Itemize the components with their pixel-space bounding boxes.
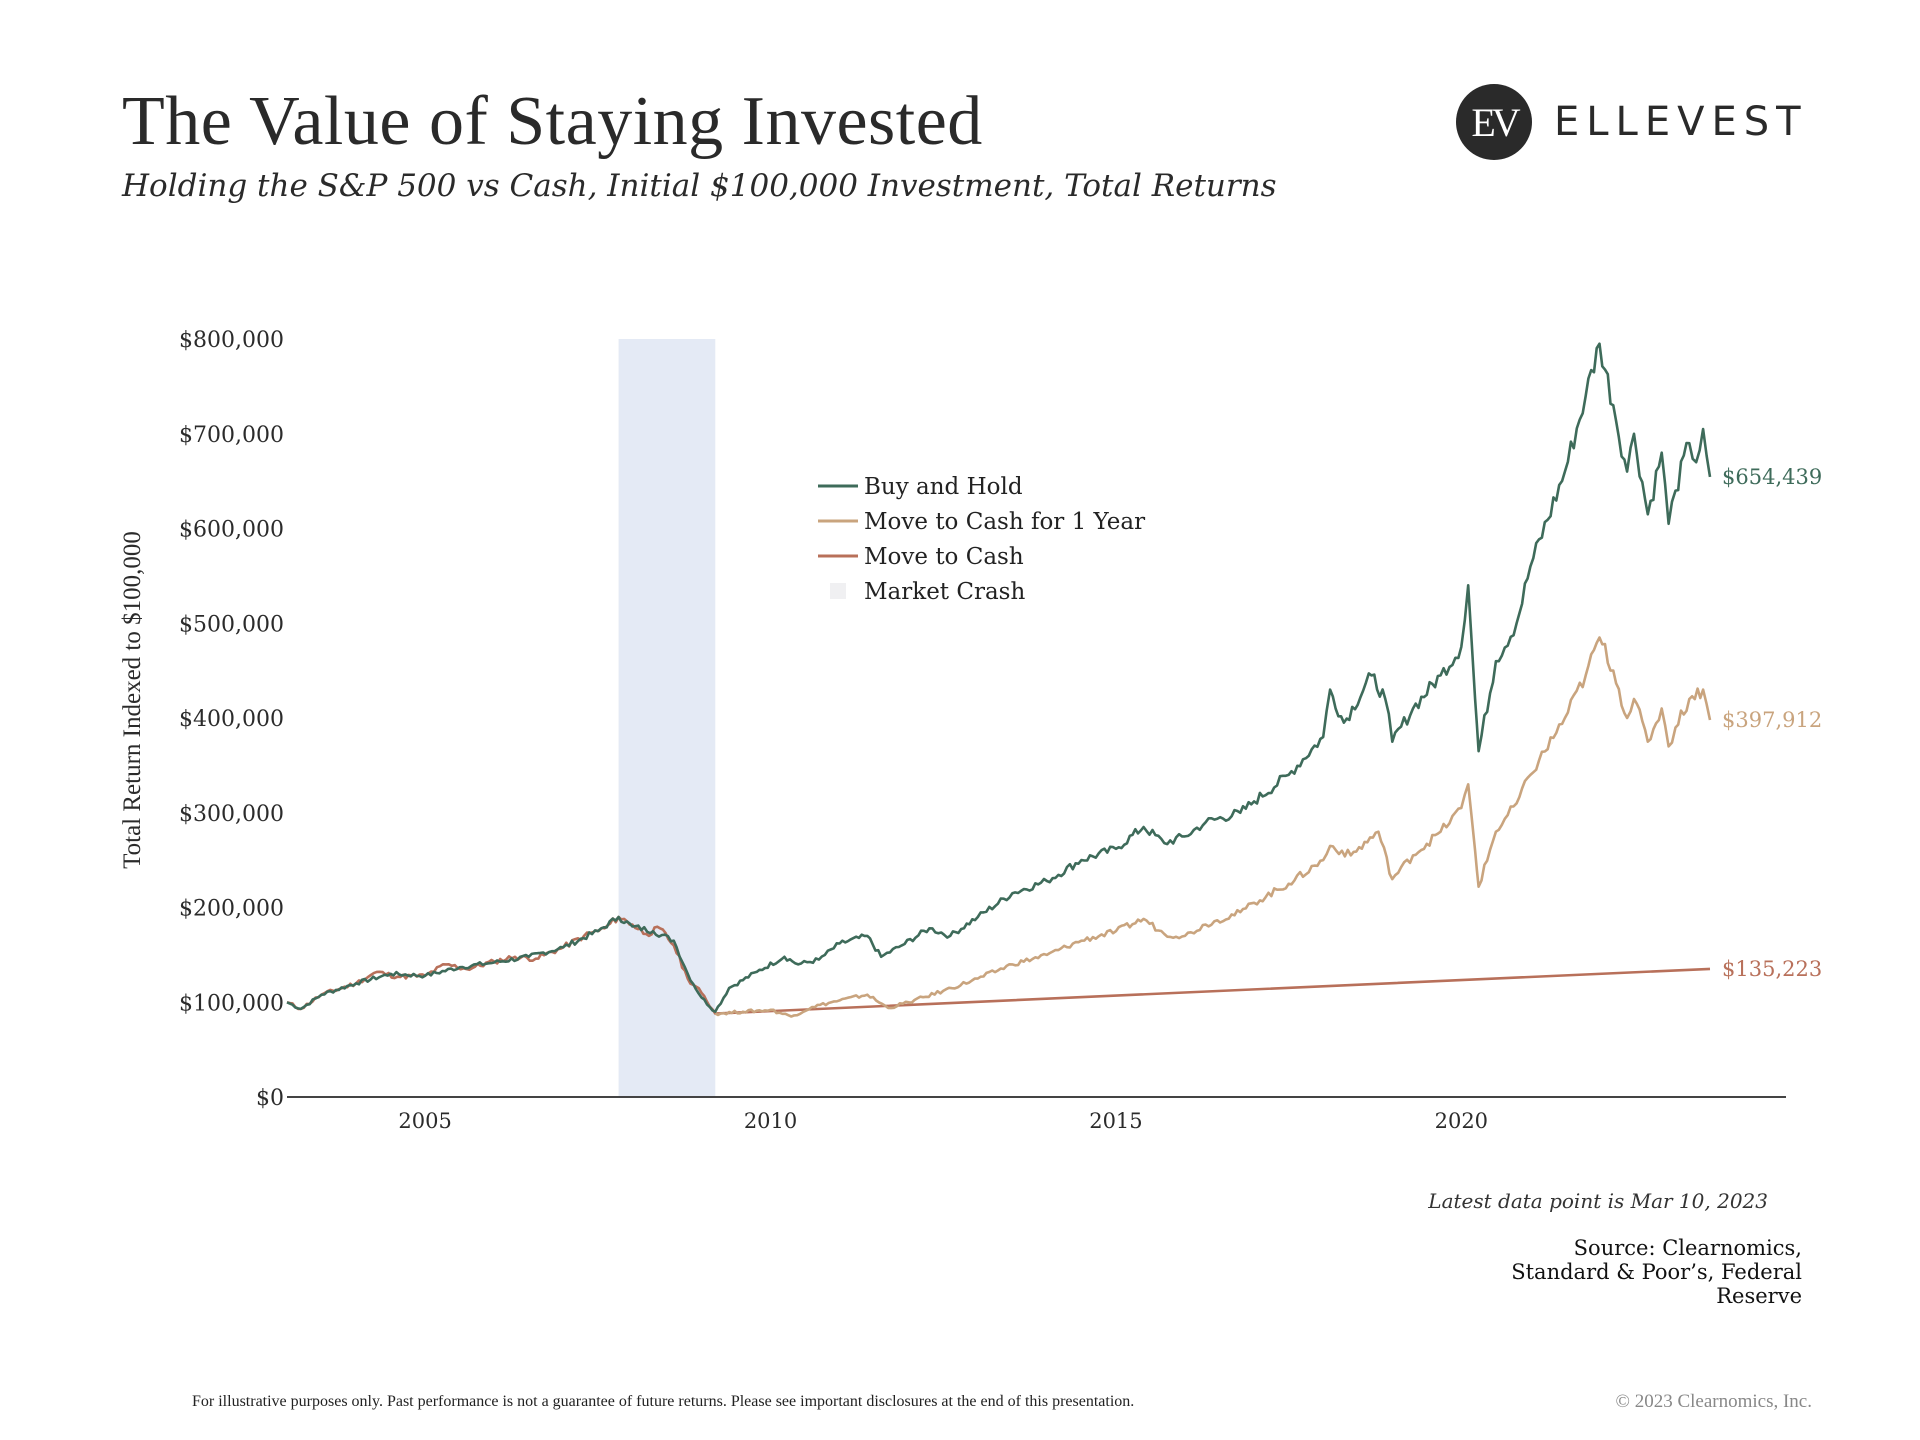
page-title: The Value of Staying Invested: [122, 83, 983, 160]
x-tick-label: 2005: [398, 1109, 451, 1133]
y-axis: $0 $100,000 $200,000 $300,000 $400,000 $500,0…: [179, 328, 284, 1111]
disclaimer: For illustrative purposes only. Past per…: [192, 1393, 1135, 1410]
y-axis-label: Total Return Indexed to $100,000: [119, 531, 146, 869]
y-tick-label: $800,000: [179, 328, 284, 353]
x-tick-label: 2015: [1089, 1109, 1142, 1133]
shaded-regions: [618, 339, 716, 1097]
x-tick-label: 2010: [744, 1109, 797, 1133]
y-tick-label: $400,000: [179, 707, 284, 732]
series-line-buy-and-hold: [286, 342, 1712, 1013]
legend-label: Move to Cash: [864, 544, 1024, 570]
end-value-label: $135,223: [1722, 957, 1822, 981]
legend: Buy and Hold Move to Cash for 1 Year Move …: [818, 474, 1145, 605]
y-tick-label: $0: [256, 1086, 284, 1111]
legend-swatch-box: [830, 583, 846, 599]
x-tick-label: 2020: [1435, 1109, 1488, 1133]
y-tick-label: $300,000: [179, 802, 284, 827]
end-labels: $654,439 $397,912 $135,223: [1722, 465, 1822, 981]
y-tick-label: $100,000: [179, 991, 284, 1016]
copyright: © 2023 Clearnomics, Inc.: [1615, 1391, 1812, 1412]
series-line-move-to-cash: [286, 915, 1711, 1015]
y-tick-label: $200,000: [179, 897, 284, 922]
series-lines: [286, 342, 1712, 1018]
market-crash-band: [618, 339, 716, 1097]
page-subtitle: Holding the S&P 500 vs Cash, Initial $10…: [122, 168, 1277, 204]
series-line-move-to-cash-for-1-year: [714, 636, 1712, 1018]
brand-logo: EV ELLEVEST: [1456, 84, 1808, 160]
y-tick-label: $600,000: [179, 518, 284, 543]
y-tick-label: $500,000: [179, 612, 284, 637]
end-value-label: $654,439: [1722, 465, 1822, 489]
source-note: Source: Clearnomics, Standard & Poor’s, …: [1511, 1236, 1802, 1308]
y-tick-label: $700,000: [179, 423, 284, 448]
logo-mark-icon: EV: [1456, 84, 1532, 160]
logo-wordmark: ELLEVEST: [1554, 99, 1808, 145]
legend-label: Market Crash: [864, 579, 1025, 605]
legend-label: Move to Cash for 1 Year: [864, 509, 1145, 535]
x-axis: 2005 2010 2015 2020: [287, 1096, 1786, 1133]
legend-label: Buy and Hold: [864, 474, 1023, 500]
end-value-label: $397,912: [1722, 708, 1822, 732]
latest-data-note: Latest data point is Mar 10, 2023: [1428, 1189, 1768, 1213]
